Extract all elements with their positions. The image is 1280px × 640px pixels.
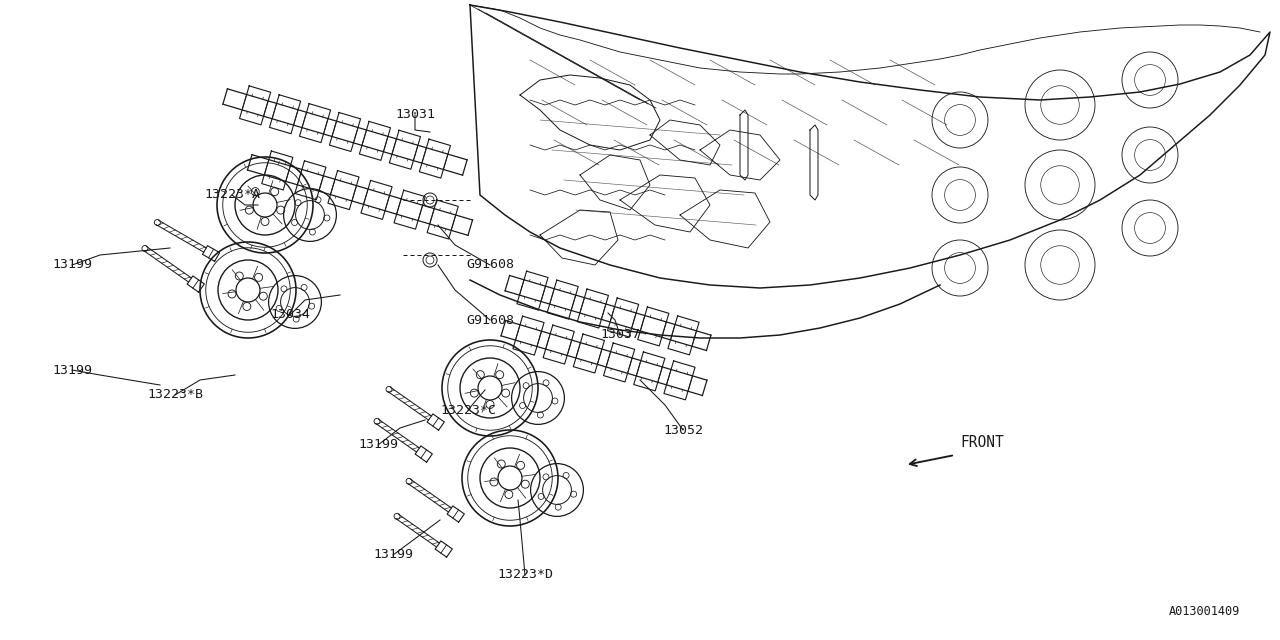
Text: 13199: 13199 (52, 259, 92, 271)
Text: 13223*D: 13223*D (497, 568, 553, 582)
Text: 13199: 13199 (52, 364, 92, 376)
Text: G91608: G91608 (466, 259, 515, 271)
Text: FRONT: FRONT (960, 435, 1004, 450)
Text: 13223*A: 13223*A (204, 189, 260, 202)
Text: 13034: 13034 (270, 308, 310, 321)
Text: 13223*C: 13223*C (440, 403, 497, 417)
Text: 13199: 13199 (372, 548, 413, 561)
Text: A013001409: A013001409 (1169, 605, 1240, 618)
Text: G91608: G91608 (466, 314, 515, 326)
Text: 13223*B: 13223*B (147, 388, 204, 401)
Text: 13052: 13052 (663, 424, 703, 436)
Text: 13037: 13037 (600, 328, 640, 342)
Text: 13199: 13199 (358, 438, 398, 451)
Text: 13031: 13031 (396, 109, 435, 122)
